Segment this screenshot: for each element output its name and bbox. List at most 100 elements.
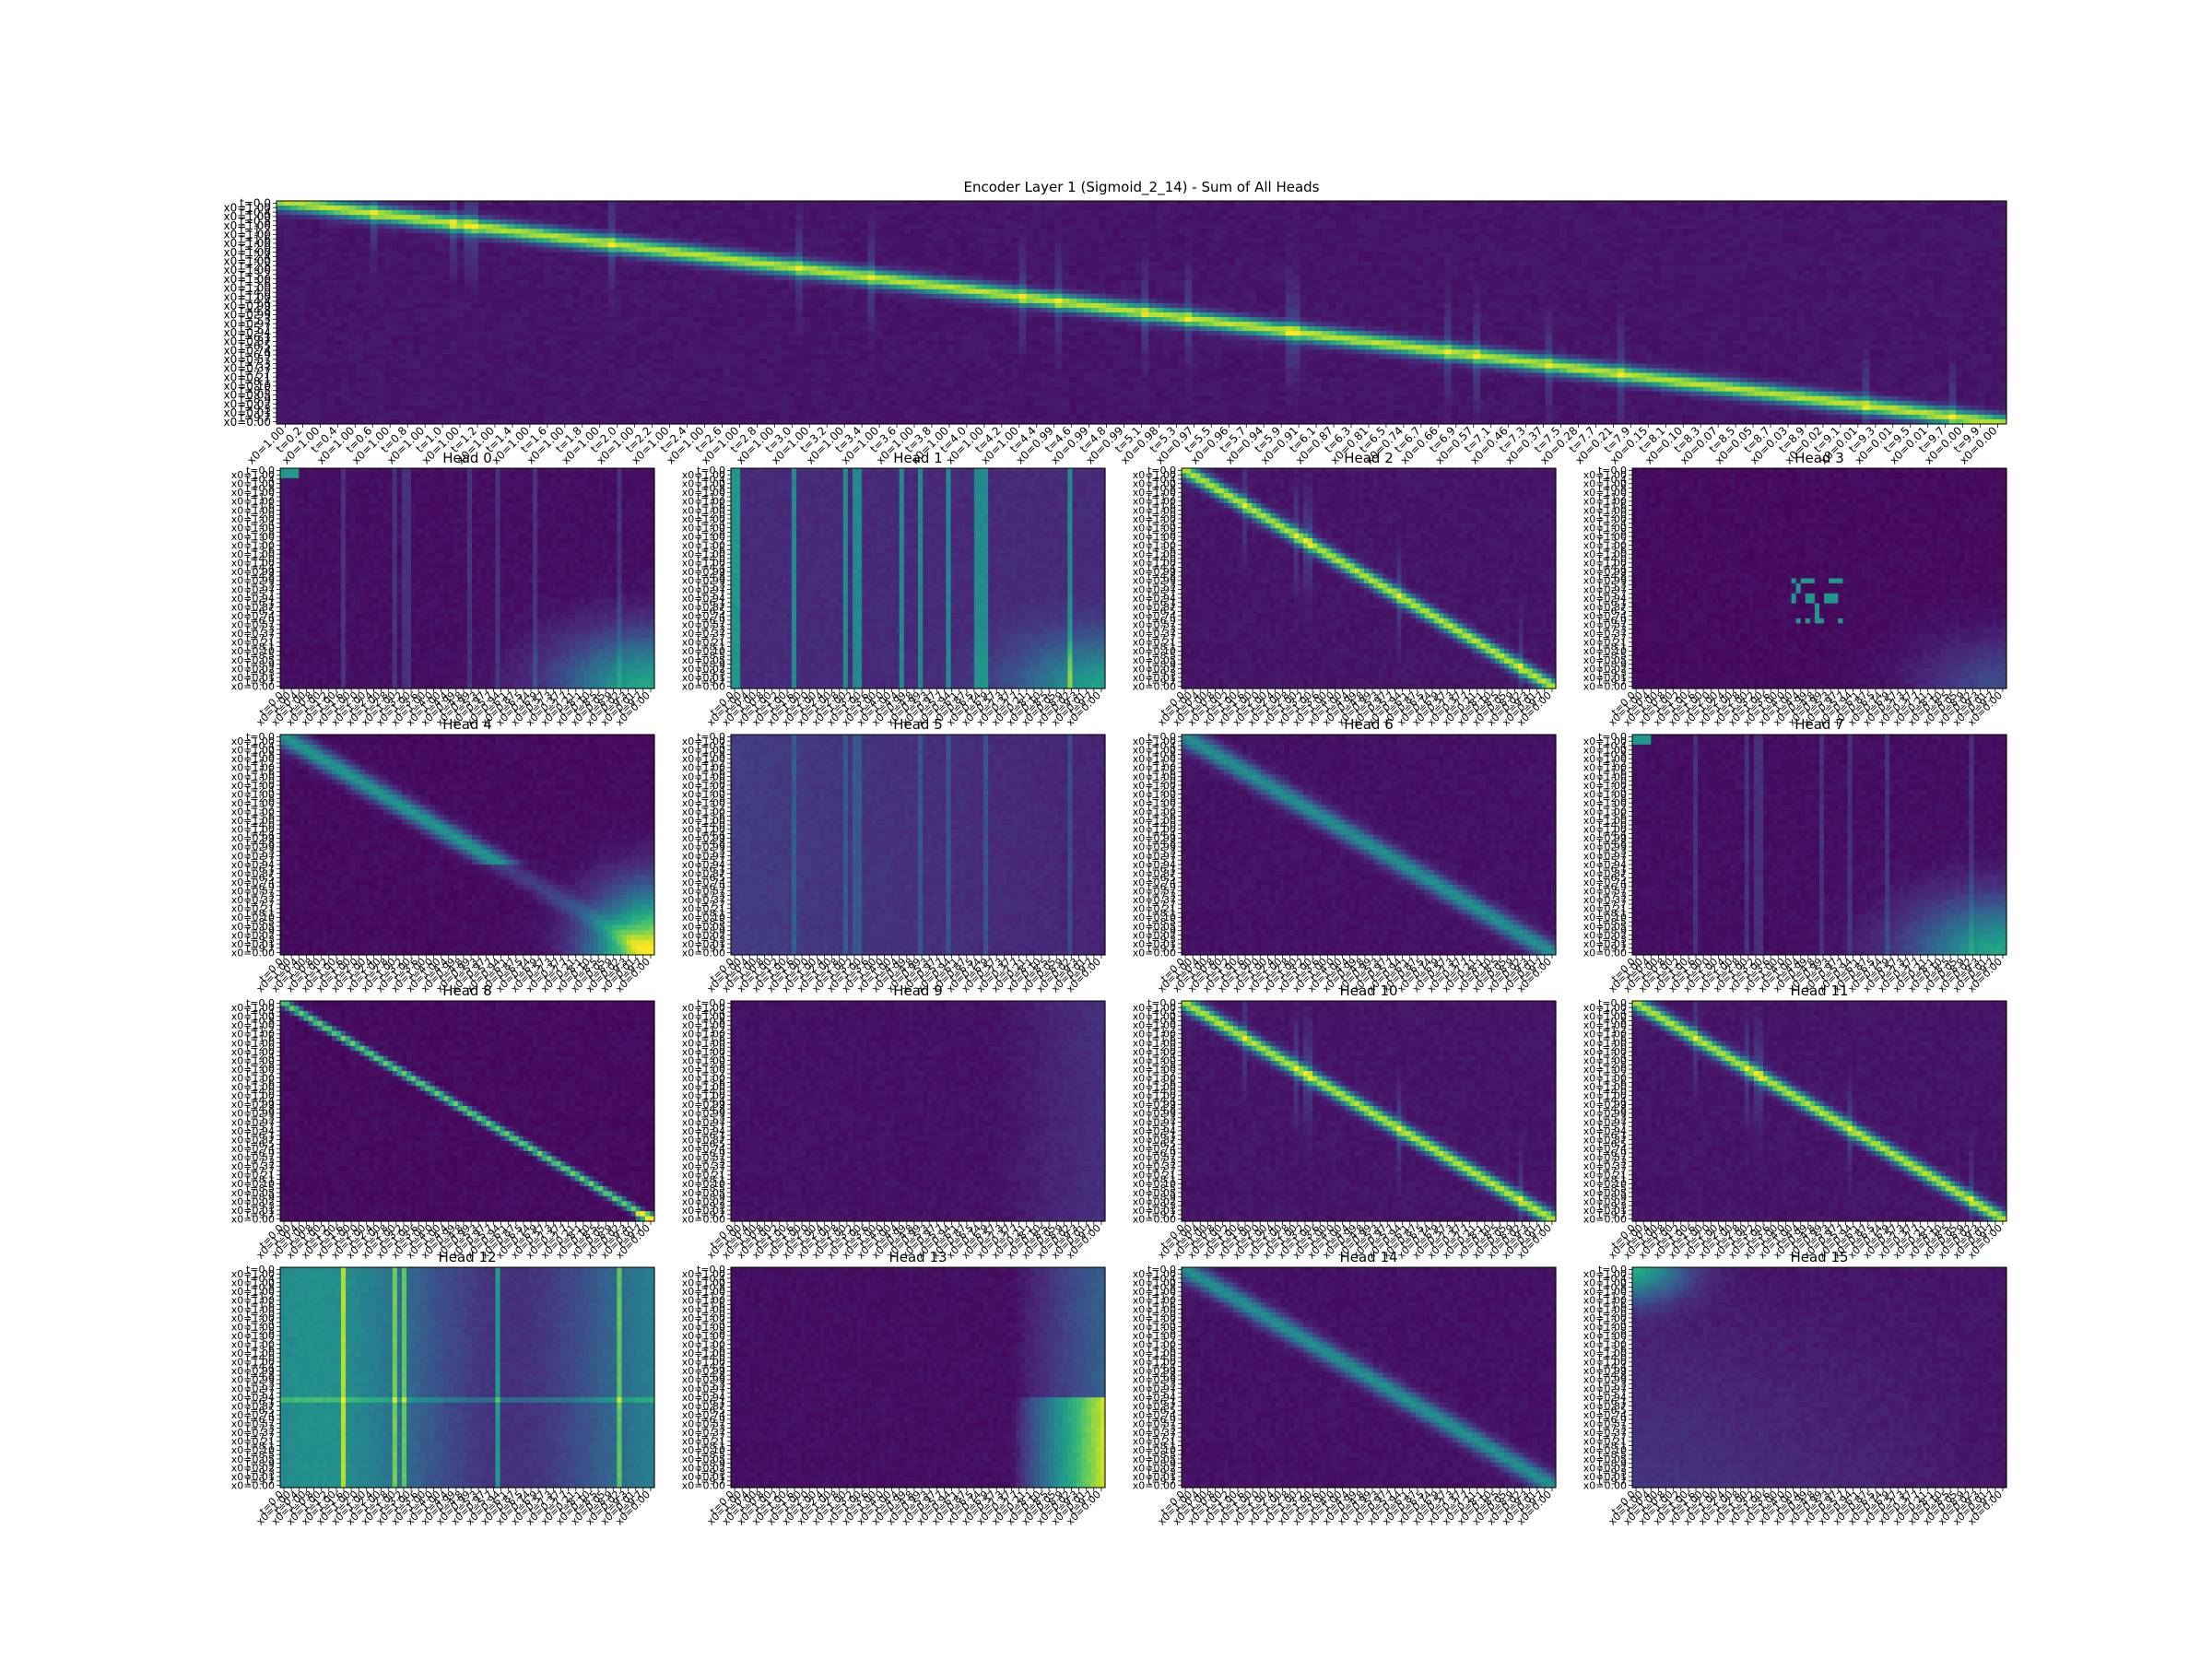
heatmap-cell bbox=[1465, 215, 1473, 220]
heatmap-cell bbox=[1077, 219, 1084, 225]
heatmap-cell bbox=[305, 206, 312, 211]
heatmap-cell bbox=[442, 215, 450, 220]
heatmap-cell bbox=[1112, 215, 1120, 220]
heatmap-cell bbox=[659, 201, 666, 206]
heatmap-cell bbox=[1999, 210, 2006, 216]
heatmap-cell bbox=[1178, 215, 1185, 220]
heatmap-cell bbox=[947, 201, 954, 206]
heatmap-cell bbox=[1307, 219, 1314, 225]
heatmap-cell bbox=[1041, 210, 1048, 216]
heatmap-cell bbox=[1610, 210, 1618, 216]
heatmap-cell bbox=[688, 219, 695, 225]
heatmap-cell bbox=[665, 201, 673, 206]
heatmap-cell bbox=[486, 201, 493, 206]
heatmap-cell bbox=[363, 201, 371, 206]
heatmap-cell bbox=[1069, 206, 1077, 211]
heatmap-cell bbox=[818, 219, 825, 225]
heatmap-cell bbox=[673, 215, 680, 220]
heatmap-cell bbox=[665, 219, 673, 225]
heatmap-cell bbox=[1559, 201, 1567, 206]
heatmap-cell bbox=[622, 206, 629, 211]
heatmap-cell bbox=[738, 201, 746, 206]
heatmap-cell bbox=[384, 201, 392, 206]
heatmap-cell bbox=[1531, 201, 1538, 206]
heatmap-cell bbox=[1459, 215, 1466, 220]
heatmap-cell bbox=[371, 224, 378, 229]
heatmap-cell bbox=[688, 215, 695, 220]
heatmap-cell bbox=[1776, 201, 1783, 206]
heatmap-cell bbox=[1343, 215, 1350, 220]
heatmap-cell bbox=[875, 219, 882, 225]
heatmap-cell bbox=[1524, 206, 1531, 211]
heatmap-cell bbox=[947, 206, 954, 211]
heatmap-cell bbox=[335, 219, 342, 225]
heatmap-cell bbox=[1473, 215, 1480, 220]
heatmap-cell bbox=[1675, 210, 1682, 216]
heatmap-cell bbox=[1509, 206, 1516, 211]
heatmap-cell bbox=[1682, 219, 1689, 225]
heatmap-cell bbox=[1069, 215, 1077, 220]
heatmap-cell bbox=[392, 201, 399, 206]
heatmap-cell bbox=[1206, 219, 1214, 225]
heatmap-cell bbox=[1055, 201, 1063, 206]
heatmap-cell bbox=[1293, 201, 1300, 206]
heatmap-cell bbox=[1733, 201, 1740, 206]
heatmap-cell bbox=[1545, 206, 1552, 211]
heatmap-cell bbox=[1524, 201, 1531, 206]
heatmap-cell bbox=[371, 219, 378, 225]
heatmap-cell bbox=[1473, 206, 1480, 211]
heatmap-cell bbox=[457, 215, 465, 220]
heatmap-cell bbox=[1891, 206, 1899, 211]
heatmap-cell bbox=[1358, 210, 1365, 216]
heatmap-cell bbox=[586, 206, 594, 211]
heatmap-cell bbox=[1790, 206, 1797, 211]
heatmap-cell bbox=[471, 210, 478, 216]
heatmap-cell bbox=[853, 219, 861, 225]
heatmap-cell bbox=[601, 206, 608, 211]
heatmap-cell bbox=[1171, 219, 1178, 225]
heatmap-cell bbox=[1819, 206, 1827, 211]
heatmap-cell bbox=[824, 219, 831, 225]
heatmap-cell bbox=[348, 201, 356, 206]
heatmap-cell bbox=[1033, 210, 1041, 216]
heatmap-cell bbox=[1127, 201, 1135, 206]
heatmap-cell bbox=[384, 215, 392, 220]
heatmap-cell bbox=[997, 210, 1005, 216]
heatmap-cell bbox=[507, 201, 514, 206]
heatmap-cell bbox=[1588, 210, 1595, 216]
heatmap-cell bbox=[1819, 210, 1827, 216]
heatmap-cell bbox=[1250, 215, 1257, 220]
heatmap-cell bbox=[903, 201, 911, 206]
heatmap-cell bbox=[1401, 201, 1408, 206]
heatmap-cell bbox=[940, 210, 947, 216]
heatmap-cell bbox=[1048, 210, 1055, 216]
heatmap-cell bbox=[1761, 206, 1769, 211]
heatmap-cell bbox=[1142, 215, 1149, 220]
heatmap-cell bbox=[875, 201, 882, 206]
heatmap-cell bbox=[1689, 219, 1697, 225]
heatmap-cell bbox=[1531, 206, 1538, 211]
heatmap-cell bbox=[276, 215, 284, 220]
heatmap-cell bbox=[1999, 215, 2006, 220]
heatmap-cell bbox=[795, 206, 803, 211]
heatmap-cell bbox=[860, 201, 867, 206]
heatmap-cell bbox=[500, 215, 507, 220]
heatmap-cell bbox=[298, 210, 305, 216]
heatmap-cell bbox=[371, 206, 378, 211]
heatmap-cell bbox=[997, 201, 1005, 206]
heatmap-cell bbox=[1019, 206, 1027, 211]
heatmap-cell bbox=[1826, 201, 1833, 206]
heatmap-cell bbox=[1380, 206, 1387, 211]
heatmap-cell bbox=[803, 219, 810, 225]
heatmap-cell bbox=[1992, 219, 1999, 225]
heatmap-cell bbox=[1747, 210, 1754, 216]
heatmap-cell bbox=[1394, 201, 1401, 206]
heatmap-cell bbox=[305, 210, 312, 216]
heatmap-cell bbox=[500, 210, 507, 216]
heatmap-cell bbox=[1978, 210, 1985, 216]
heatmap-cell bbox=[1992, 206, 1999, 211]
heatmap-cell bbox=[579, 210, 586, 216]
heatmap-cell bbox=[954, 215, 961, 220]
heatmap-cell bbox=[616, 210, 623, 216]
heatmap-cell bbox=[1618, 215, 1625, 220]
